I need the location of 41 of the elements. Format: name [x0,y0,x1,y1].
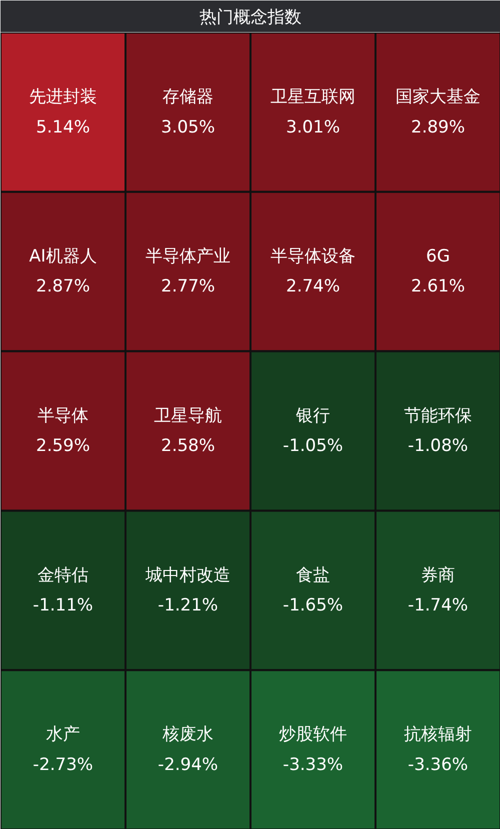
data-label: 2.89% [411,117,466,138]
category-label: 先进封装 [29,87,97,108]
data-label: 2.58% [161,436,216,456]
data-label: -1.08% [408,436,468,456]
data-label: 5.14% [36,117,90,138]
data-label: -1.21% [158,596,218,616]
text: 热门概念指数 [200,8,302,28]
data-label: -3.36% [408,754,468,775]
data-label: 2.61% [411,276,466,297]
category-label: 6G [426,246,450,266]
data-label: -1.11% [32,596,94,616]
data-label: -2.73% [32,754,94,775]
category-label: 半导体设备 [270,246,356,266]
category-label: 抗核辐射 [404,724,472,745]
category-label: AI机器人 [29,246,97,266]
data-label: 2.74% [286,276,340,297]
category-label: 半导体 [38,406,88,426]
data-label: 2.87% [36,276,90,297]
data-label: -1.65% [282,596,344,616]
category-label: 节能环保 [404,406,472,426]
category-label: 卫星导航 [154,406,222,426]
data-label: 2.59% [36,436,90,456]
category-label: 券商 [421,565,455,586]
category-label: 存储器 [162,87,214,108]
category-label: 半导体产业 [146,246,230,266]
data-label: 3.01% [286,117,340,138]
category-label: 卫星互联网 [270,87,356,108]
category-label: 核废水 [162,724,214,745]
category-label: 水产 [46,724,80,745]
category-label: 银行 [295,406,330,426]
category-label: 炒股软件 [279,724,347,745]
category-label: 食盐 [296,565,330,586]
category-label: 国家大基金 [396,87,480,108]
category-label: 城中村改造 [144,565,230,586]
data-label: 3.05% [161,117,216,138]
data-label: -1.05% [282,436,344,456]
category-label: 金特估 [38,565,88,586]
data-label: -2.94% [158,754,218,775]
data-label: 2.77% [161,276,216,297]
data-label: -1.74% [408,596,468,616]
data-label: -3.33% [282,754,344,775]
